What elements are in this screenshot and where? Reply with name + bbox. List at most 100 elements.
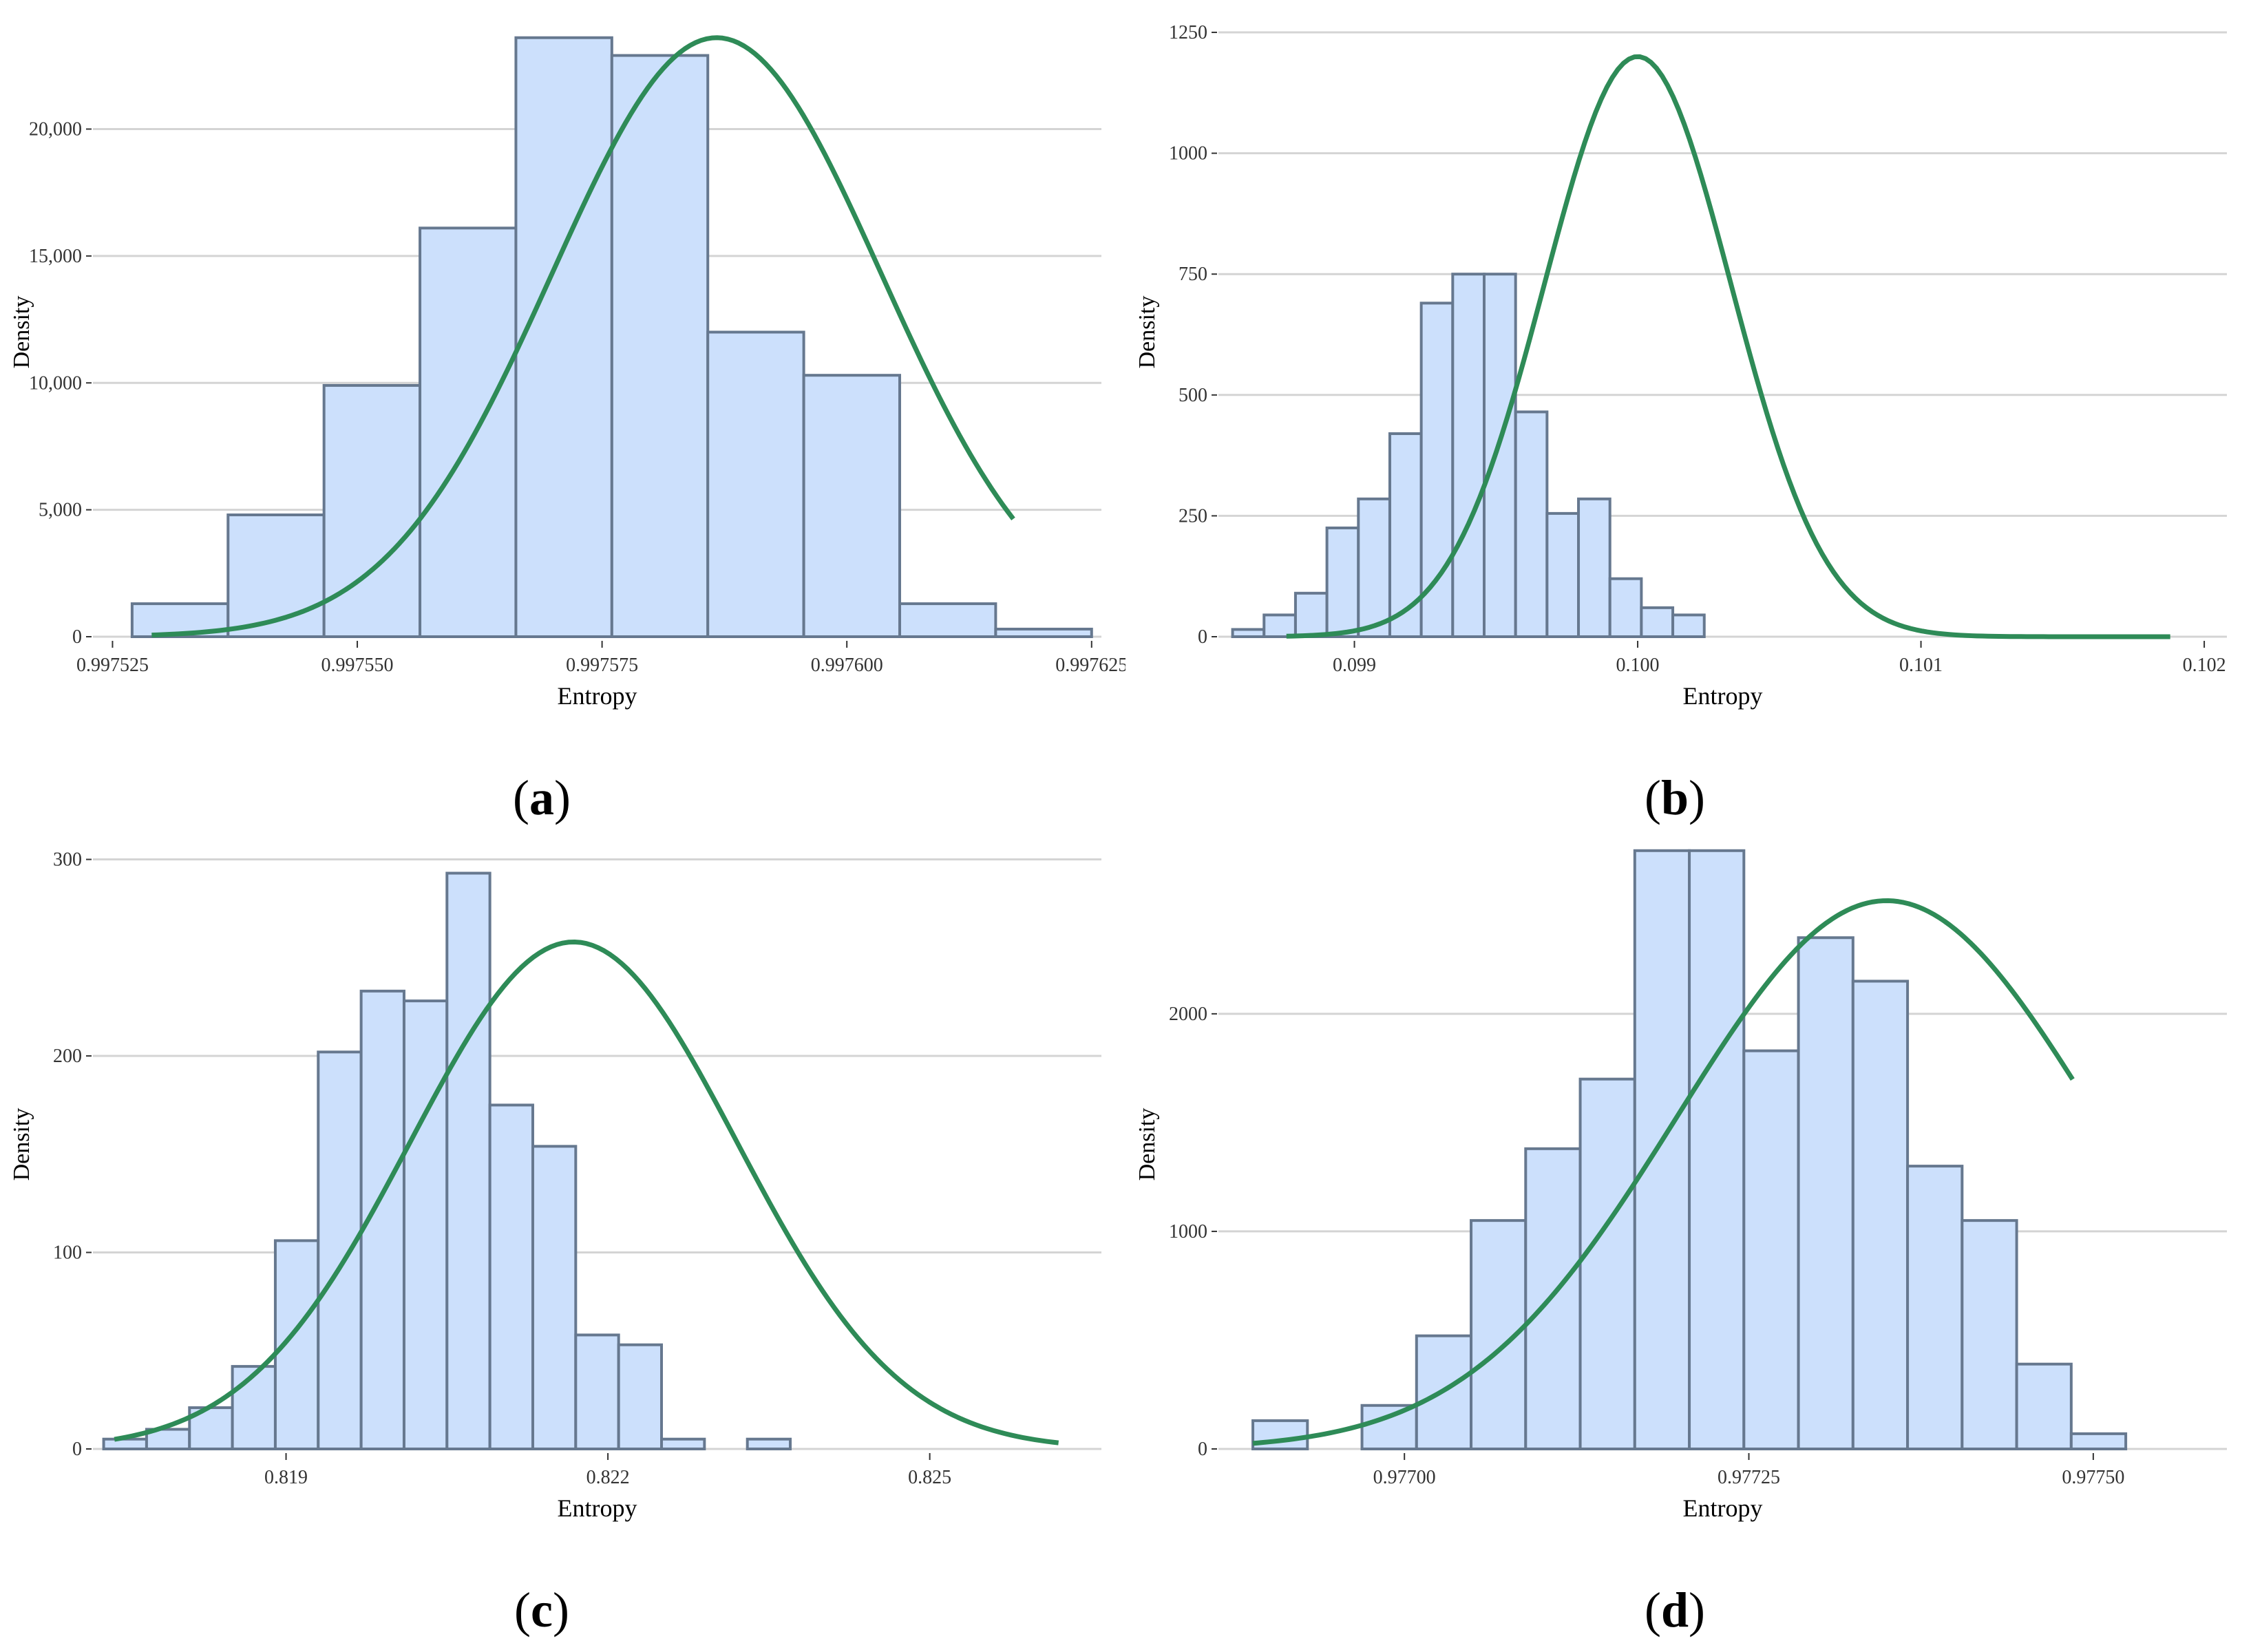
histogram-bar bbox=[1231, 628, 1266, 639]
histogram-bar bbox=[1388, 432, 1423, 638]
x-tick-label: 0.97700 bbox=[1373, 1467, 1436, 1488]
x-tick-label: 0.97725 bbox=[1718, 1467, 1780, 1488]
histogram-bar bbox=[746, 1437, 792, 1451]
density-curve-line bbox=[1286, 54, 2170, 639]
x-tick-label: 0.997525 bbox=[76, 655, 149, 676]
density-curve-line bbox=[114, 939, 1059, 1446]
histogram-bar bbox=[802, 374, 902, 638]
histogram-bar bbox=[488, 1103, 534, 1450]
density-curve-line bbox=[151, 35, 1015, 638]
x-tick-label: 0.97750 bbox=[2062, 1467, 2124, 1488]
histogram-bar bbox=[610, 54, 710, 638]
histogram-bar bbox=[1640, 606, 1675, 638]
histogram-bar bbox=[2015, 1362, 2073, 1450]
density-curve bbox=[1252, 898, 2075, 1446]
x-tick-label: 0.100 bbox=[1616, 655, 1660, 676]
histogram-bar bbox=[1578, 1077, 1636, 1450]
histogram-bar bbox=[1357, 497, 1391, 638]
histogram-bar bbox=[1577, 497, 1611, 638]
x-tick-label: 0.101 bbox=[1899, 655, 1943, 676]
histogram-bar bbox=[1483, 273, 1517, 638]
histogram-bar bbox=[1545, 511, 1581, 639]
panel-caption-c: (c) bbox=[514, 1582, 569, 1638]
y-tick-label: 0 bbox=[1198, 1439, 1207, 1460]
y-axis-ticks: 0 250 500 750 1000 1250 bbox=[1169, 22, 1217, 648]
x-axis-label: Entropy bbox=[558, 682, 637, 710]
x-tick-label: 0.822 bbox=[586, 1467, 630, 1488]
x-tick-label: 0.997625 bbox=[1055, 655, 1126, 676]
histogram-bar bbox=[617, 1343, 664, 1450]
y-tick-label: 10,000 bbox=[29, 372, 82, 394]
histogram-bar bbox=[994, 627, 1093, 638]
y-axis-ticks: 0 1000 2000 bbox=[1169, 1004, 1217, 1460]
y-axis-label: Density bbox=[9, 296, 34, 369]
histogram-bar bbox=[1961, 1219, 2018, 1450]
histogram-bar bbox=[273, 1239, 320, 1450]
histogram-bar bbox=[1608, 577, 1643, 639]
histogram-bar bbox=[102, 1437, 148, 1451]
y-axis-label: Density bbox=[1134, 296, 1160, 369]
y-tick-label: 300 bbox=[53, 849, 82, 871]
x-axis-ticks: 0.997525 0.997550 0.997575 0.997600 0.997625 bbox=[76, 641, 1126, 676]
histogram-bar bbox=[1415, 1334, 1473, 1451]
histogram-bar bbox=[514, 36, 613, 638]
chart-panel-a: 0 5,000 10,000 15,000 20,000 0.997525 0.99755… bbox=[9, 35, 1126, 710]
x-tick-label: 0.099 bbox=[1333, 655, 1376, 676]
x-tick-label: 0.102 bbox=[2183, 655, 2226, 676]
histogram-bar bbox=[1360, 1404, 1418, 1450]
histogram-bar bbox=[706, 330, 805, 638]
y-axis-ticks: 0 100 200 300 bbox=[53, 849, 92, 1460]
panel-caption-d: (d) bbox=[1644, 1582, 1705, 1638]
x-axis-label: Entropy bbox=[1683, 1494, 1763, 1522]
histogram-bar bbox=[419, 226, 518, 638]
histogram-bar bbox=[660, 1437, 706, 1451]
y-axis-label: Density bbox=[1134, 1108, 1160, 1181]
histogram-bar bbox=[1851, 979, 1910, 1451]
histogram-bar bbox=[1262, 613, 1297, 639]
y-tick-label: 20,000 bbox=[29, 119, 82, 140]
y-tick-label: 15,000 bbox=[29, 246, 82, 267]
x-tick-label: 0.997600 bbox=[811, 655, 883, 676]
y-tick-label: 500 bbox=[1179, 385, 1207, 406]
histogram-bar bbox=[1688, 849, 1746, 1450]
histogram-bar bbox=[1451, 273, 1486, 638]
histogram-bar bbox=[531, 1145, 578, 1450]
x-axis-ticks: 0.819 0.822 0.825 bbox=[264, 1453, 951, 1488]
histogram-bar bbox=[574, 1333, 620, 1451]
x-tick-label: 0.997575 bbox=[566, 655, 638, 676]
histogram-bar bbox=[231, 1365, 277, 1451]
histogram-bars bbox=[130, 36, 1093, 638]
panel-caption-a: (a) bbox=[513, 770, 571, 825]
y-axis-label: Density bbox=[9, 1108, 34, 1181]
y-tick-label: 200 bbox=[53, 1046, 82, 1067]
x-axis-ticks: 0.099 0.100 0.101 0.102 bbox=[1333, 641, 2226, 676]
y-tick-label: 0 bbox=[72, 1439, 82, 1460]
x-tick-label: 0.819 bbox=[264, 1467, 308, 1488]
y-tick-label: 0 bbox=[1198, 626, 1207, 648]
histogram-bar bbox=[317, 1050, 363, 1450]
x-tick-label: 0.825 bbox=[908, 1467, 951, 1488]
y-axis-ticks: 0 5,000 10,000 15,000 20,000 bbox=[29, 119, 92, 648]
histogram-bar bbox=[402, 999, 449, 1450]
histogram-bar bbox=[1797, 936, 1854, 1451]
histogram-bars bbox=[1251, 849, 2128, 1451]
histogram-bar bbox=[2069, 1432, 2128, 1450]
density-curve bbox=[151, 35, 1015, 638]
density-curve bbox=[1286, 54, 2170, 639]
histogram-bar bbox=[322, 383, 422, 638]
histogram-bar bbox=[445, 871, 492, 1450]
density-curve-line bbox=[1252, 898, 2075, 1446]
histogram-bars bbox=[102, 871, 792, 1451]
y-tick-label: 1000 bbox=[1169, 143, 1207, 165]
x-axis-label: Entropy bbox=[558, 1494, 637, 1522]
histogram-bar bbox=[898, 602, 997, 638]
y-tick-label: 1250 bbox=[1169, 22, 1207, 43]
panel-caption-b: (b) bbox=[1644, 770, 1705, 825]
histogram-bar bbox=[1325, 526, 1360, 639]
histogram-bar bbox=[1293, 591, 1329, 638]
y-tick-label: 1000 bbox=[1169, 1221, 1207, 1242]
histogram-bar bbox=[1633, 849, 1691, 1450]
x-axis-label: Entropy bbox=[1683, 682, 1763, 710]
chart-panel-c: 0 100 200 300 0.819 0.822 0.825 Entropy Densi… bbox=[9, 849, 1101, 1522]
